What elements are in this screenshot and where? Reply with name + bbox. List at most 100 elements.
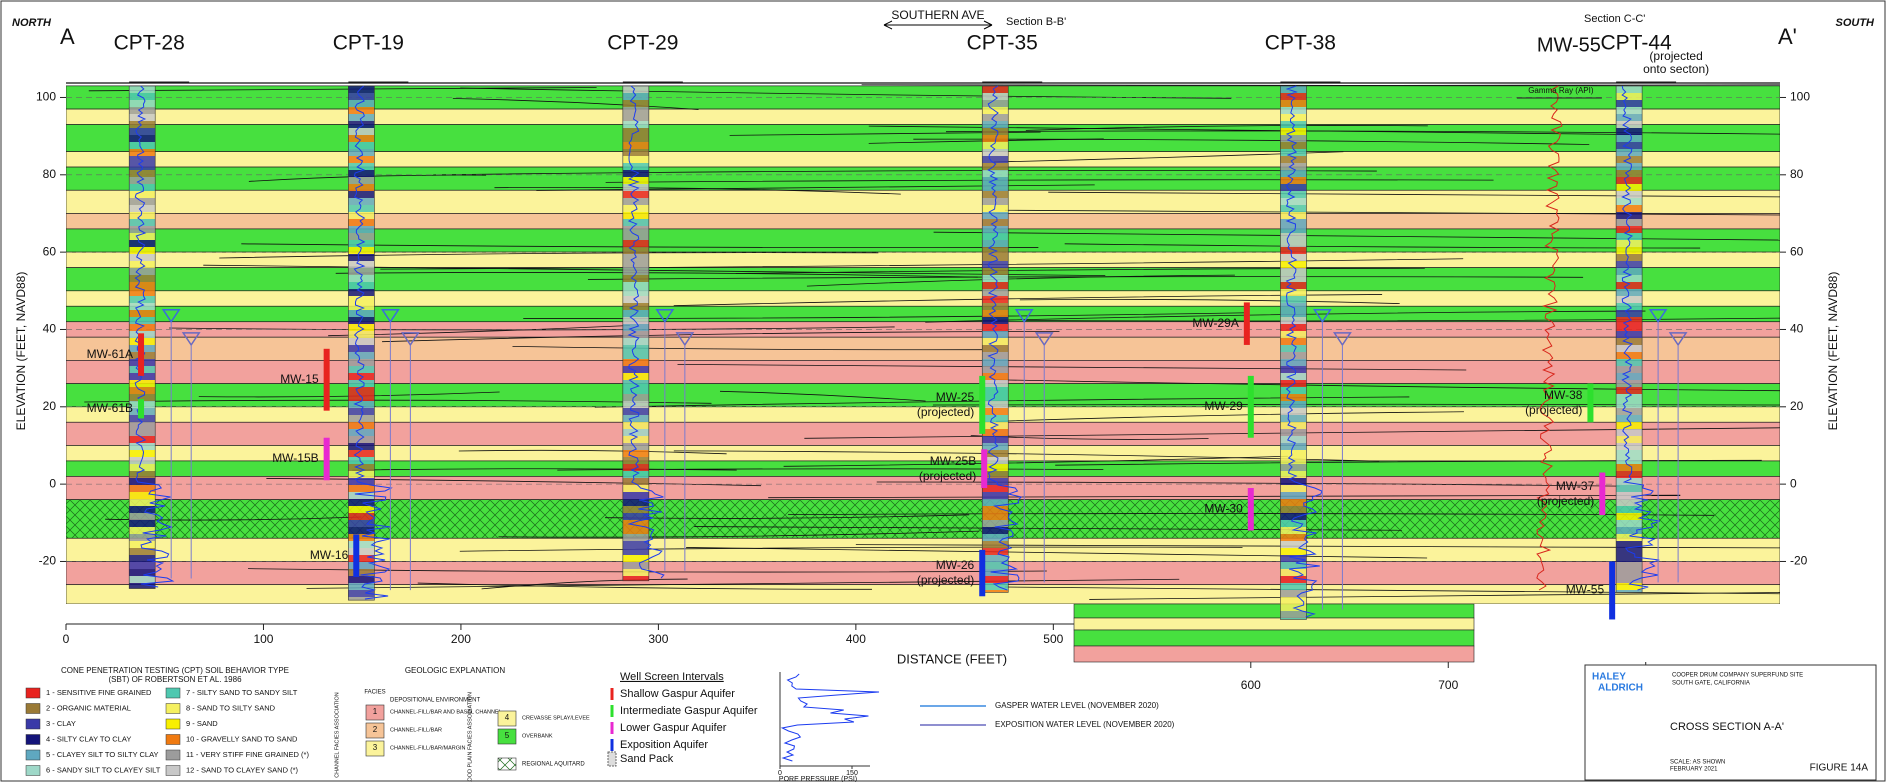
well-note: (projected) — [917, 405, 974, 419]
sbt-segment — [348, 527, 374, 534]
well-screen — [1609, 561, 1615, 619]
sbt-segment — [129, 100, 155, 107]
sbt-segment — [623, 317, 649, 324]
water-label: GASPER WATER LEVEL (NOVEMBER 2020) — [995, 701, 1159, 710]
sbt-segment — [348, 289, 374, 296]
facies-label: CHANNEL-FILL/BAR — [390, 727, 442, 733]
water-label: EXPOSITION WATER LEVEL (NOVEMBER 2020) — [995, 720, 1175, 729]
sbt-segment — [129, 135, 155, 142]
channel-group: CHANNEL FACIES ASSOCIATION — [334, 692, 340, 778]
sbt-segment — [348, 457, 374, 464]
sbt-segment — [129, 513, 155, 520]
sbt-segment — [129, 282, 155, 289]
sbt-label: 7 - SILTY SAND TO SANDY SILT — [186, 688, 298, 697]
sbt-segment — [1616, 254, 1642, 261]
sbt-swatch — [166, 750, 180, 760]
sbt-segment — [348, 177, 374, 184]
distance-tick-label: 700 — [1438, 678, 1458, 692]
inset-trace — [782, 674, 879, 761]
sbt-segment — [982, 121, 1008, 128]
well-screen — [324, 438, 330, 481]
floodplain-group: FLOOD PLAIN FACIES ASSOCIATION — [467, 692, 473, 782]
scale-note: SCALE: AS SHOWN — [1670, 760, 1725, 766]
sbt-segment — [129, 506, 155, 513]
sbt-segment — [1280, 247, 1306, 254]
sbt-segment — [348, 534, 374, 541]
gamma-log-axis-label: Gamma Ray (API) — [1528, 86, 1594, 95]
facies-number: 5 — [505, 731, 510, 740]
sbt-segment — [129, 450, 155, 457]
sbt-segment — [129, 436, 155, 443]
facies-number: 1 — [373, 707, 378, 716]
sbt-segment — [982, 254, 1008, 261]
distance-tick-label: 600 — [1241, 678, 1261, 692]
sbt-segment — [623, 289, 649, 296]
sbt-segment — [129, 296, 155, 303]
sbt-segment — [1616, 177, 1642, 184]
site-location: SOUTH GATE, CALIFORNIA — [1672, 681, 1750, 687]
screen-label: Shallow Gaspur Aquifer — [620, 688, 735, 700]
sbt-segment — [982, 527, 1008, 534]
sbt-segment — [1280, 100, 1306, 107]
sbt-segment — [1616, 121, 1642, 128]
sbt-segment — [1280, 541, 1306, 548]
sbt-segment — [1280, 338, 1306, 345]
sbt-segment — [1280, 268, 1306, 275]
sbt-segment — [1280, 184, 1306, 191]
sbt-segment — [129, 429, 155, 436]
sbt-segment — [1280, 282, 1306, 289]
well-name: MW-30 — [1204, 501, 1243, 515]
elevation-tick-label-right: 40 — [1790, 322, 1804, 336]
sbt-segment — [129, 576, 155, 583]
sbt-segment — [623, 576, 649, 581]
well-screen — [979, 376, 985, 434]
strata-layer — [66, 86, 1780, 604]
sbt-segment — [348, 352, 374, 359]
stratum — [66, 109, 1780, 124]
well-name: MW-29 — [1204, 399, 1243, 413]
sbt-segment — [348, 233, 374, 240]
sbt-segment — [982, 149, 1008, 156]
well-screen — [353, 534, 359, 577]
sbt-segment — [623, 380, 649, 387]
sbt-segment — [1280, 394, 1306, 401]
sbt-segment — [623, 163, 649, 170]
sbt-segment — [982, 233, 1008, 240]
sbt-segment — [982, 275, 1008, 282]
legends: CONE PENETRATION TESTING (CPT) SOIL BEHA… — [26, 665, 1876, 782]
sbt-segment — [1616, 394, 1642, 401]
sbt-segment — [129, 520, 155, 527]
sbt-segment — [1280, 506, 1306, 513]
sbt-segment — [623, 457, 649, 464]
elevation-tick-label: 80 — [43, 167, 57, 181]
sbt-segment — [623, 422, 649, 429]
stratum — [66, 384, 1780, 407]
sbt-segment — [982, 240, 1008, 247]
cpt-name: CPT-35 — [967, 32, 1038, 55]
distance-tick-label: 0 — [63, 632, 70, 646]
sbt-segment — [982, 212, 1008, 219]
sbt-segment — [1280, 492, 1306, 499]
sbt-segment — [129, 534, 155, 541]
sbt-segment — [982, 359, 1008, 366]
sbt-segment — [129, 310, 155, 317]
sbt-label: 10 - GRAVELLY SAND TO SAND — [186, 734, 298, 743]
elevation-tick-label-right: 100 — [1790, 90, 1810, 104]
sbt-segment — [348, 226, 374, 233]
sbt-label: 6 - SANDY SILT TO CLAYEY SILT — [46, 765, 161, 774]
figure-number: FIGURE 14A — [1810, 763, 1869, 774]
stratum — [66, 445, 1780, 460]
sbt-segment — [982, 170, 1008, 177]
sbt-swatch — [26, 750, 40, 760]
sbt-segment — [623, 366, 649, 373]
sbt-segment — [348, 128, 374, 135]
sbt-segment — [1616, 590, 1642, 592]
well-name: MW-25B — [930, 454, 976, 468]
elevation-tick-label: 0 — [49, 476, 56, 490]
well-name: MW-29A — [1192, 316, 1238, 330]
sbt-segment — [1616, 289, 1642, 296]
sbt-segment — [982, 394, 1008, 401]
sbt-segment — [623, 247, 649, 254]
sbt-swatch — [26, 735, 40, 745]
sbt-swatch — [166, 688, 180, 698]
